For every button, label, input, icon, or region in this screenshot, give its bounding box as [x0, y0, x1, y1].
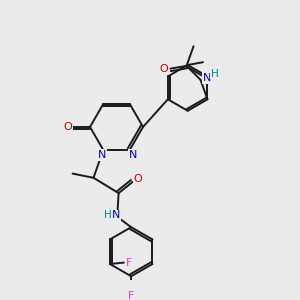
Text: N: N	[112, 211, 120, 220]
Text: H: H	[104, 211, 112, 220]
Text: O: O	[160, 64, 169, 74]
Text: N: N	[98, 150, 106, 160]
Text: O: O	[134, 174, 142, 184]
Text: O: O	[63, 122, 72, 132]
Text: F: F	[126, 258, 133, 268]
Text: N: N	[129, 150, 137, 160]
Text: N: N	[202, 73, 211, 83]
Text: F: F	[128, 291, 134, 300]
Text: H: H	[211, 69, 218, 79]
